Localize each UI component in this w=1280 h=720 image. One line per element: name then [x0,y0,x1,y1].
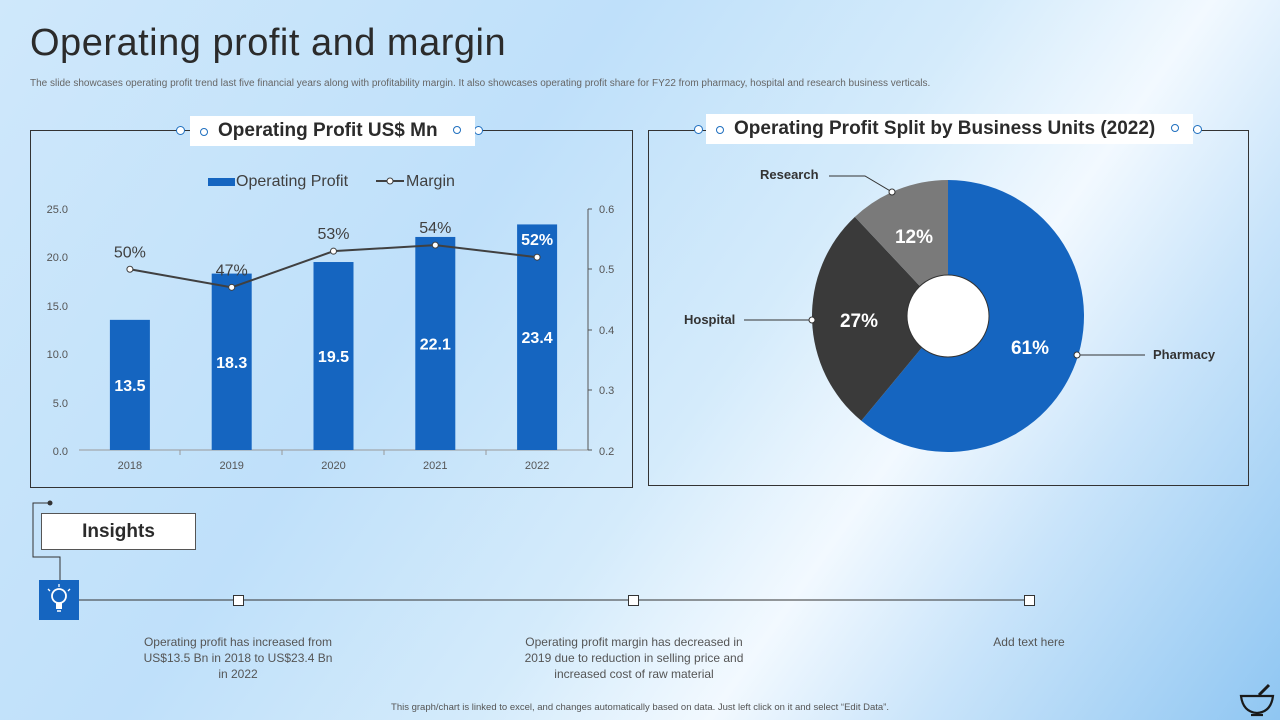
timeline-marker [628,595,639,606]
y-tick-label: 20.0 [47,252,68,264]
chart-title-text: Operating Profit US$ Mn [218,120,438,141]
insights-connector-line [32,502,61,581]
y2-tick-label: 0.3 [599,385,614,397]
bar-value-label: 13.5 [114,378,145,395]
bar-line-chart: Operating Profit Margin 25.0 20.0 15.0 1… [47,173,615,472]
margin-value-label: 54% [419,220,451,237]
bar-2020 [313,262,354,450]
x-tick-label: 2019 [219,460,243,472]
margin-point [228,283,236,291]
y2-tick-label: 0.4 [599,325,614,337]
bar-2022 [517,224,558,450]
insight-text-line: increased cost of raw material [554,667,714,681]
page-title: Operating profit and margin [30,22,507,64]
chart-title-text: Operating Profit Split by Business Units… [734,118,1156,139]
title-dot-icon [1170,124,1179,132]
footer-note: This graph/chart is linked to excel, and… [391,702,889,713]
margin-value-label: 50% [114,244,146,261]
insight-text-line: US$13.5 Bn in 2018 to US$23.4 Bn [143,651,333,665]
title-dot-icon [200,128,208,136]
timeline-marker [1024,595,1035,606]
insight-text-line: Operating profit margin has decreased in [525,635,743,649]
bar-value-label: 19.5 [318,349,349,366]
legend-line-marker [386,177,394,185]
x-tick-label: 2021 [423,460,447,472]
y-tick-label: 10.0 [47,349,68,361]
chart-title-operating-profit: Operating Profit US$ Mn [190,116,475,146]
y-tick-label: 25.0 [47,204,68,216]
research-leader-dot [888,188,896,196]
insight-text-line: Add text here [993,635,1065,649]
y2-tick-label: 0.6 [599,204,614,216]
timeline-marker [233,595,244,606]
title-connector-dot [474,126,483,135]
slice-value-pharmacy: 61% [1011,338,1049,359]
hospital-leader-dot [808,316,816,324]
margin-point [126,265,134,273]
y-tick-label: 0.0 [53,446,68,458]
page-subtitle: The slide showcases operating profit tre… [30,78,931,89]
bar-2019 [211,273,252,450]
title-dot-icon [716,126,724,134]
label-pharmacy: Pharmacy [1153,347,1216,362]
bar-value-label: 18.3 [216,355,247,372]
research-leader-line [829,175,893,193]
margin-value-label: 53% [317,226,349,243]
title-connector-dot [694,125,703,134]
insight-text-line: in 2022 [218,667,258,681]
slice-hospital [812,216,948,421]
label-hospital: Hospital [684,312,735,327]
margin-point [431,241,439,249]
bar-value-label: 22.1 [420,336,451,353]
title-connector-dot [1193,125,1202,134]
insight-3[interactable]: Add text here [914,634,1144,650]
donut-hole [906,274,990,358]
legend-bar-swatch [208,178,235,186]
x-tick-label: 2020 [321,460,345,472]
title-connector-dot [176,126,185,135]
x-tick-label: 2018 [118,460,142,472]
insights-heading: Insights [41,513,196,550]
legend-margin: Margin [406,173,455,190]
margin-value-label: 47% [216,262,248,279]
bar-value-label: 23.4 [522,330,553,347]
y2-tick-label: 0.5 [599,264,614,276]
slice-value-hospital: 27% [840,311,878,332]
insight-text-line: Operating profit has increased from [143,635,333,649]
pharmacy-leader-dot [1073,351,1081,359]
insight-1[interactable]: Operating profit has increased from US$1… [123,634,353,682]
x-tick-label: 2022 [525,460,549,472]
lightbulb-icon [39,580,79,620]
insights-connector-dot [47,500,53,506]
label-research: Research [760,167,819,182]
slice-value-research: 12% [895,227,933,248]
legend-operating-profit: Operating Profit [236,173,349,190]
pie-chart: Research Hospital Pharmacy 61% 27% 12% [684,167,1216,452]
bar-2021 [415,236,456,450]
insight-text-line: 2019 due to reduction in selling price a… [524,651,744,665]
chart-title-business-split: Operating Profit Split by Business Units… [706,114,1193,144]
y-tick-label: 5.0 [53,398,68,410]
insight-2[interactable]: Operating profit margin has decreased in… [519,634,749,682]
margin-point [533,253,541,261]
title-dot-icon [452,126,461,134]
mortar-pestle-icon [1239,683,1275,717]
y2-tick-label: 0.2 [599,446,614,458]
bar-2018 [109,319,150,450]
margin-point [330,247,337,255]
y-tick-label: 15.0 [47,301,68,313]
margin-value-label: 52% [521,232,553,249]
